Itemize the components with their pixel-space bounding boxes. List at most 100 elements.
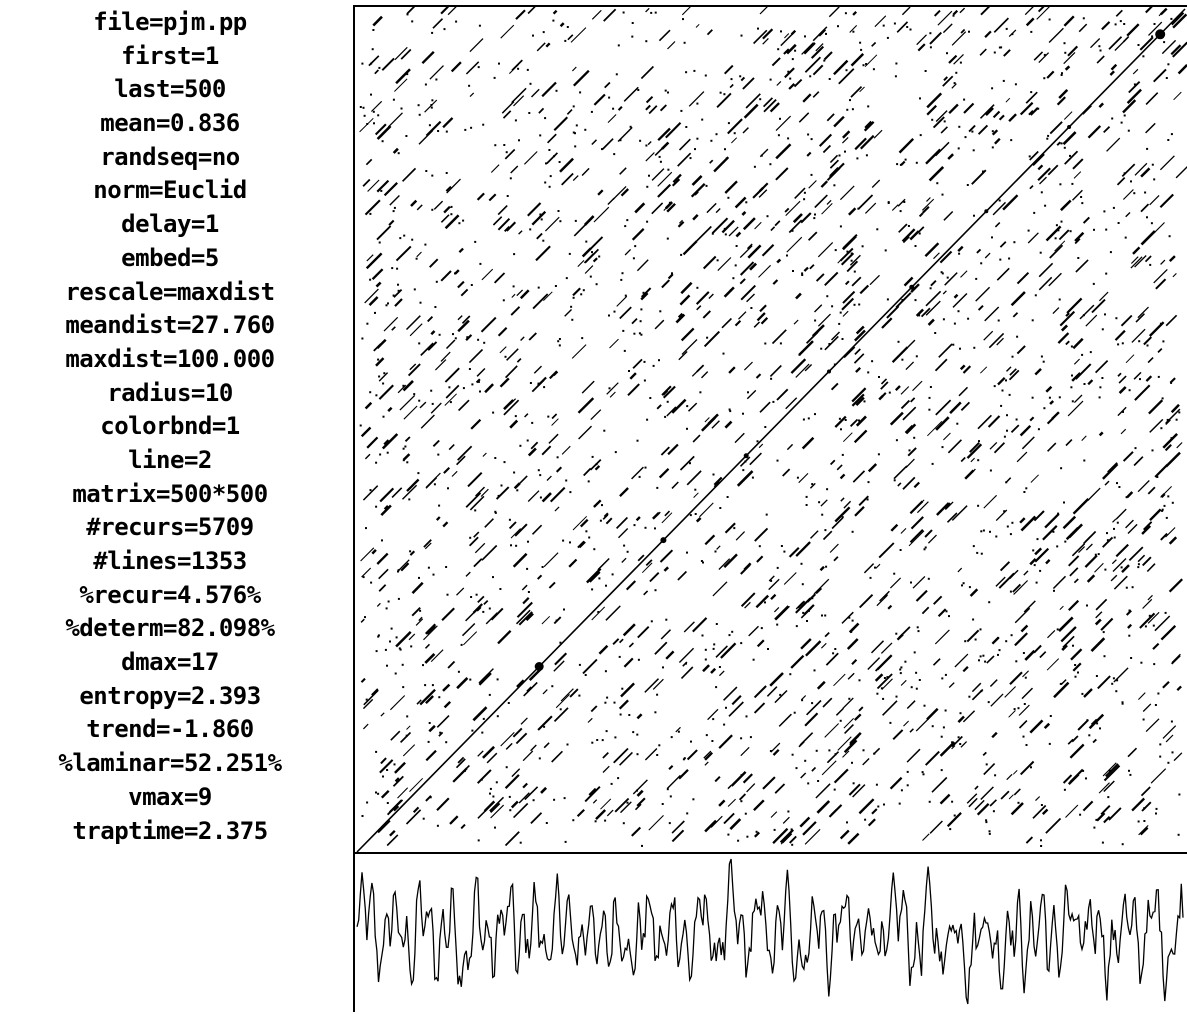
recurrence-mark: [681, 7, 691, 16]
recurrence-mark: [1145, 7, 1153, 14]
recurrence-mark: [929, 287, 932, 290]
recurrence-mark: [578, 694, 581, 697]
recurrence-mark: [1025, 836, 1034, 844]
recurrence-mark: [1024, 676, 1027, 679]
recurrence-mark: [637, 89, 640, 91]
recurrence-mark: [518, 611, 533, 626]
recurrence-mark: [1107, 462, 1118, 473]
recurrence-mark: [914, 245, 917, 247]
recurrence-mark: [910, 397, 916, 403]
recurrence-mark: [724, 522, 736, 534]
recurrence-mark: [1064, 540, 1067, 543]
recurrence-mark: [900, 386, 910, 395]
recurrence-mark: [570, 27, 587, 43]
recurrence-mark: [745, 715, 748, 718]
recurrence-mark: [645, 144, 648, 147]
recurrence-mark: [972, 149, 975, 152]
recurrence-mark: [1105, 228, 1108, 231]
recurrence-mark: [872, 747, 881, 755]
recurrence-mark: [377, 358, 380, 361]
recurrence-mark: [714, 775, 721, 783]
recurrence-mark: [409, 550, 412, 553]
recurrence-mark: [960, 270, 968, 278]
recurrence-mark: [941, 272, 944, 275]
recurrence-mark: [962, 582, 965, 585]
recurrence-mark: [803, 198, 806, 201]
recurrence-mark: [790, 654, 805, 669]
recurrence-mark: [496, 678, 499, 681]
recurrence-mark: [574, 145, 577, 148]
recurrence-mark: [378, 66, 381, 69]
recurrence-mark: [377, 634, 380, 637]
recurrence-mark: [938, 343, 953, 358]
recurrence-mark: [405, 315, 421, 331]
recurrence-mark: [1040, 355, 1043, 358]
recurrence-mark: [1155, 807, 1158, 810]
recurrence-mark: [424, 652, 436, 664]
recurrence-mark: [402, 484, 418, 500]
recurrence-mark: [876, 692, 879, 695]
recurrence-mark: [705, 184, 708, 187]
recurrence-mark: [690, 740, 692, 743]
recurrence-mark: [380, 189, 383, 192]
recurrence-mark: [692, 798, 695, 801]
recurrence-mark: [901, 358, 904, 361]
recurrence-mark: [541, 566, 544, 568]
recurrence-mark: [443, 205, 451, 214]
recurrence-mark: [864, 818, 867, 821]
recurrence-mark: [719, 91, 722, 94]
recurrence-mark: [609, 391, 616, 398]
recurrence-mark: [435, 516, 441, 521]
recurrence-mark: [758, 264, 771, 278]
recurrence-mark: [636, 713, 643, 720]
recurrence-mark: [826, 751, 840, 764]
recurrence-mark: [605, 517, 613, 525]
recurrence-mark: [861, 245, 864, 248]
recurrence-mark: [393, 288, 403, 298]
recurrence-mark: [394, 298, 403, 307]
recurrence-mark: [830, 382, 839, 391]
recurrence-mark: [1023, 491, 1026, 493]
recurrence-mark: [671, 272, 673, 275]
recurrence-mark: [759, 7, 768, 15]
recurrence-mark: [985, 763, 988, 766]
recurrence-mark: [740, 34, 743, 37]
recurrence-mark: [640, 65, 655, 80]
recurrence-mark: [516, 679, 525, 688]
recurrence-mark: [1144, 255, 1152, 263]
recurrence-mark: [876, 673, 893, 690]
recurrence-mark: [969, 441, 980, 453]
recurrence-mark: [869, 274, 880, 286]
recurrence-mark: [360, 426, 372, 438]
recurrence-mark: [1071, 543, 1086, 557]
recurrence-mark: [394, 46, 408, 61]
recurrence-mark: [773, 828, 776, 831]
recurrence-mark: [397, 289, 400, 292]
recurrence-mark: [872, 68, 875, 71]
recurrence-mark: [1146, 563, 1156, 573]
recurrence-mark: [440, 7, 449, 15]
recurrence-mark: [896, 21, 909, 33]
recurrence-mark: [1094, 359, 1109, 374]
recurrence-mark: [922, 833, 930, 841]
recurrence-mark: [527, 447, 537, 457]
recurrence-mark: [362, 723, 369, 730]
recurrence-mark: [391, 487, 403, 498]
recurrence-mark: [1161, 509, 1164, 512]
recurrence-mark: [825, 652, 839, 666]
recurrence-mark: [835, 707, 844, 716]
recurrence-mark: [1103, 210, 1106, 213]
recurrence-mark: [746, 783, 756, 793]
recurrence-mark: [646, 220, 649, 223]
recurrence-mark: [644, 748, 658, 761]
recurrence-mark: [408, 633, 416, 641]
recurrence-mark: [776, 566, 779, 569]
recurrence-mark: [702, 255, 717, 270]
param-radius: radius=10: [107, 378, 233, 407]
recurrence-mark: [1033, 51, 1044, 61]
recurrence-mark: [443, 700, 452, 709]
recurrence-mark: [798, 741, 805, 748]
recurrence-mark: [1062, 635, 1075, 649]
recurrence-mark: [469, 678, 472, 681]
recurrence-mark: [654, 527, 656, 530]
